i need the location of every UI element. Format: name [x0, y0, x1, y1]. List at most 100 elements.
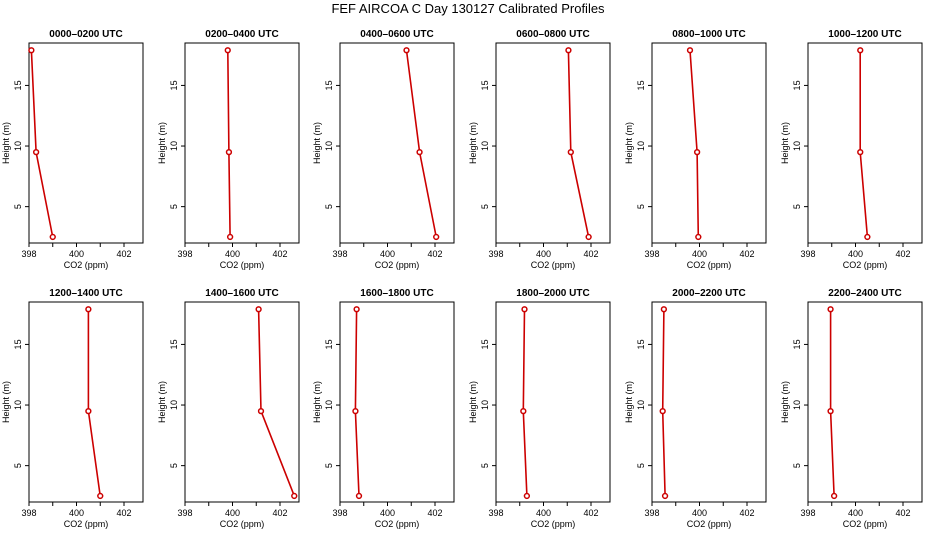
data-point: [355, 492, 363, 500]
y-tick-label: 5: [480, 204, 490, 209]
plot-frame: [28, 42, 144, 244]
x-axis-label: CO2 (ppm): [220, 260, 265, 270]
data-point: [226, 233, 234, 241]
y-tick-label: 10: [324, 400, 334, 410]
y-axis-label: Height (m): [468, 122, 478, 164]
y-axis-label: Height (m): [780, 381, 790, 423]
y-tick-label: 15: [792, 339, 802, 349]
panel-title: 0000–0200 UTC: [49, 29, 122, 40]
x-tick-label: 402: [583, 508, 598, 518]
y-tick-label: 10: [636, 400, 646, 410]
profile-line: [405, 50, 437, 238]
data-point: [353, 306, 360, 313]
y-tick-label: 15: [13, 80, 23, 90]
data-point: [352, 407, 359, 415]
x-tick-label: 400: [225, 508, 240, 518]
plot-frame: [495, 42, 611, 244]
x-tick-label: 400: [69, 249, 84, 259]
y-tick-label: 5: [13, 463, 23, 468]
x-axis-label: CO2 (ppm): [375, 260, 420, 270]
y-tick-label: 10: [13, 400, 23, 410]
data-point: [523, 492, 531, 500]
y-tick-label: 5: [324, 463, 334, 468]
y-axis-label: Height (m): [624, 381, 634, 423]
profile-line: [227, 50, 231, 237]
data-point: [85, 306, 92, 313]
x-tick-label: 398: [177, 508, 192, 518]
plot-frame: [184, 42, 300, 244]
plot-frame: [339, 301, 455, 503]
profile-line: [30, 50, 54, 238]
x-axis-label: CO2 (ppm): [220, 519, 265, 529]
y-axis-label: Height (m): [312, 381, 322, 423]
y-tick-label: 15: [792, 80, 802, 90]
x-tick-label: 400: [692, 249, 707, 259]
x-tick-label: 402: [895, 249, 910, 259]
y-tick-label: 10: [792, 400, 802, 410]
x-tick-label: 398: [800, 508, 815, 518]
panel-7: 1200–1400 UTC 398 400 402 CO2 (ppm) 5 10 15 Heig…: [1, 288, 144, 529]
x-tick-label: 400: [380, 249, 395, 259]
panel-title: 1200–1400 UTC: [49, 288, 122, 299]
panel-title: 2200–2400 UTC: [828, 288, 901, 299]
data-point: [85, 407, 92, 415]
panel-title: 0800–1000 UTC: [672, 29, 745, 40]
x-axis-label: CO2 (ppm): [64, 519, 109, 529]
profile-line: [354, 309, 360, 496]
y-tick-label: 15: [480, 339, 490, 349]
profile-line: [87, 309, 101, 497]
y-tick-label: 5: [169, 204, 179, 209]
y-axis-label: Height (m): [624, 122, 634, 164]
y-tick-label: 10: [480, 141, 490, 151]
panel-title: 1800–2000 UTC: [516, 288, 589, 299]
data-point: [857, 148, 864, 156]
x-tick-label: 400: [848, 508, 863, 518]
y-tick-label: 5: [324, 204, 334, 209]
data-point: [659, 407, 666, 415]
x-tick-label: 398: [177, 249, 192, 259]
x-axis-label: CO2 (ppm): [531, 260, 576, 270]
x-tick-label: 400: [536, 508, 551, 518]
x-tick-label: 402: [116, 249, 131, 259]
y-tick-label: 5: [480, 463, 490, 468]
x-tick-label: 402: [739, 249, 754, 259]
x-tick-label: 402: [427, 249, 442, 259]
panel-title: 2000–2200 UTC: [672, 288, 745, 299]
data-point: [695, 233, 702, 241]
x-tick-label: 398: [332, 508, 347, 518]
data-point: [857, 47, 864, 54]
x-tick-label: 398: [644, 508, 659, 518]
x-axis-label: CO2 (ppm): [843, 260, 888, 270]
x-tick-label: 400: [692, 508, 707, 518]
data-point: [97, 492, 104, 500]
x-tick-label: 400: [225, 249, 240, 259]
data-point: [585, 233, 592, 241]
panel-title: 1600–1800 UTC: [360, 288, 433, 299]
panel-6: 1000–1200 UTC 398 400 402 CO2 (ppm) 5 10 15 Heig…: [780, 29, 923, 270]
y-tick-label: 5: [636, 204, 646, 209]
profile-line: [567, 50, 590, 238]
data-point: [49, 233, 56, 241]
x-tick-label: 398: [21, 508, 36, 518]
data-point: [686, 47, 694, 54]
y-tick-label: 15: [636, 339, 646, 349]
data-point: [521, 306, 528, 313]
plot-frame: [28, 301, 144, 503]
data-point: [225, 148, 233, 156]
y-axis-label: Height (m): [1, 381, 11, 423]
x-tick-label: 402: [583, 249, 598, 259]
panel-2: 0200–0400 UTC 398 400 402 CO2 (ppm) 5 10 15 Heig…: [157, 29, 300, 270]
panel-title: 0400–0600 UTC: [360, 29, 433, 40]
y-tick-label: 5: [636, 463, 646, 468]
x-tick-label: 402: [116, 508, 131, 518]
x-tick-label: 402: [272, 508, 287, 518]
y-tick-label: 10: [324, 141, 334, 151]
plot-frame: [807, 301, 923, 503]
y-axis-label: Height (m): [1, 122, 11, 164]
y-axis-label: Height (m): [157, 381, 167, 423]
y-axis-label: Height (m): [312, 122, 322, 164]
y-tick-label: 10: [169, 400, 179, 410]
y-tick-label: 5: [13, 204, 23, 209]
x-tick-label: 400: [536, 249, 551, 259]
